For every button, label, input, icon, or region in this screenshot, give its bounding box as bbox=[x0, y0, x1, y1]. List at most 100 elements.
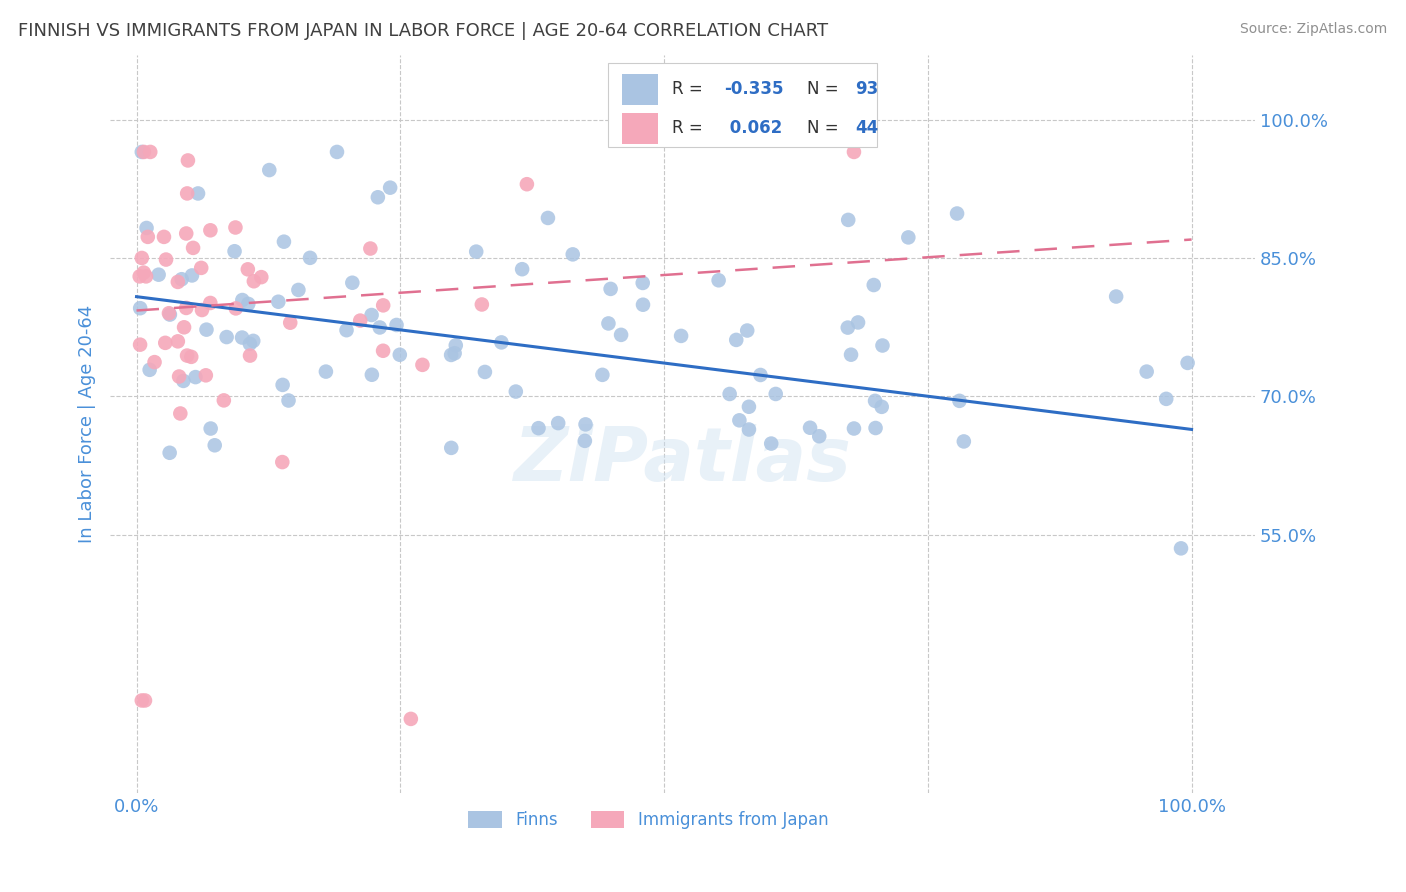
Point bbox=[1136, 365, 1159, 379]
Point bbox=[200, 296, 222, 310]
Point bbox=[368, 320, 391, 334]
Point bbox=[176, 186, 198, 201]
Point bbox=[527, 421, 550, 435]
FancyBboxPatch shape bbox=[621, 73, 658, 104]
Point bbox=[359, 242, 381, 256]
Point bbox=[837, 320, 859, 334]
Point bbox=[725, 333, 748, 347]
Text: FINNISH VS IMMIGRANTS FROM JAPAN IN LABOR FORCE | AGE 20-64 CORRELATION CHART: FINNISH VS IMMIGRANTS FROM JAPAN IN LABO… bbox=[18, 22, 828, 40]
Point bbox=[385, 318, 408, 332]
Text: R =: R = bbox=[672, 120, 709, 137]
Point bbox=[728, 413, 751, 427]
Point bbox=[505, 384, 527, 399]
Point bbox=[510, 262, 533, 277]
Point bbox=[738, 400, 761, 414]
Point bbox=[271, 455, 294, 469]
Point bbox=[808, 429, 831, 443]
Text: -0.335: -0.335 bbox=[724, 80, 783, 98]
Point bbox=[440, 348, 463, 362]
Point bbox=[259, 163, 281, 178]
Point bbox=[174, 227, 197, 241]
Y-axis label: In Labor Force | Age 20-64: In Labor Force | Age 20-64 bbox=[79, 305, 96, 543]
Point bbox=[153, 230, 176, 244]
Point bbox=[157, 306, 180, 320]
Point bbox=[491, 335, 513, 350]
Text: 0.062: 0.062 bbox=[724, 120, 782, 137]
Point bbox=[174, 301, 197, 315]
Text: 44: 44 bbox=[855, 120, 879, 137]
Point bbox=[212, 393, 235, 408]
Point bbox=[148, 268, 170, 282]
Point bbox=[215, 330, 238, 344]
Point bbox=[360, 368, 382, 382]
Point bbox=[561, 247, 583, 261]
Text: R =: R = bbox=[672, 80, 709, 98]
Point bbox=[335, 323, 357, 337]
Point bbox=[155, 252, 177, 267]
Point bbox=[200, 223, 222, 237]
Point bbox=[132, 266, 155, 280]
Point bbox=[170, 272, 193, 286]
Text: ZiPatlas: ZiPatlas bbox=[513, 425, 852, 497]
Point bbox=[250, 270, 273, 285]
Point bbox=[194, 368, 217, 383]
Point bbox=[195, 323, 218, 337]
Point bbox=[388, 348, 411, 362]
Point bbox=[953, 434, 976, 449]
Point bbox=[897, 230, 920, 244]
Point bbox=[373, 298, 395, 312]
Point bbox=[166, 275, 188, 289]
Point bbox=[574, 434, 596, 448]
Point bbox=[399, 712, 422, 726]
Point bbox=[159, 446, 181, 460]
Point bbox=[342, 276, 364, 290]
Point bbox=[184, 370, 207, 384]
Point bbox=[718, 387, 741, 401]
Point bbox=[173, 320, 195, 334]
Point bbox=[1105, 289, 1128, 303]
Point bbox=[143, 355, 166, 369]
Point bbox=[761, 436, 783, 450]
Point bbox=[738, 423, 761, 437]
Point bbox=[134, 693, 156, 707]
Point bbox=[129, 301, 152, 316]
Point bbox=[131, 145, 153, 159]
Point bbox=[846, 315, 869, 329]
Point bbox=[273, 235, 295, 249]
Point bbox=[181, 268, 204, 283]
Point bbox=[191, 303, 214, 318]
Point bbox=[299, 251, 322, 265]
Point bbox=[367, 190, 389, 204]
Point bbox=[444, 338, 467, 352]
Point bbox=[799, 421, 821, 435]
Point bbox=[176, 349, 198, 363]
Point bbox=[946, 206, 969, 220]
Point bbox=[516, 178, 538, 192]
Point bbox=[287, 283, 309, 297]
Text: N =: N = bbox=[807, 120, 844, 137]
Point bbox=[1170, 541, 1192, 556]
Point bbox=[360, 308, 382, 322]
Point bbox=[177, 153, 200, 168]
Point bbox=[471, 297, 494, 311]
Point bbox=[474, 365, 496, 379]
Point bbox=[326, 145, 349, 159]
Point bbox=[277, 393, 299, 408]
Point bbox=[242, 334, 264, 348]
Point bbox=[131, 693, 153, 707]
Point bbox=[411, 358, 433, 372]
Point bbox=[349, 313, 371, 327]
Point bbox=[863, 393, 886, 408]
Point bbox=[591, 368, 613, 382]
Point bbox=[839, 348, 862, 362]
Point bbox=[238, 297, 260, 311]
Point bbox=[172, 374, 194, 388]
Point bbox=[169, 407, 191, 421]
Point bbox=[138, 363, 160, 377]
Point bbox=[371, 343, 394, 358]
Point bbox=[765, 387, 787, 401]
Point bbox=[167, 369, 190, 384]
Point bbox=[267, 294, 290, 309]
Point bbox=[465, 244, 488, 259]
Point bbox=[631, 298, 654, 312]
